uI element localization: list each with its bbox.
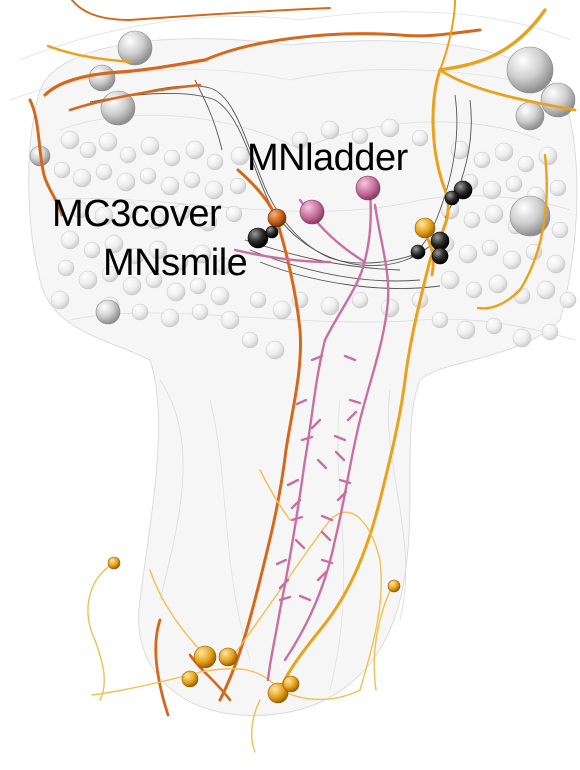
mc3cover-soma — [267, 208, 287, 228]
light-gold-branches — [87, 469, 394, 753]
label-mnsmile: MNsmile — [103, 242, 248, 284]
gold-somas — [107, 217, 436, 704]
neuropil-mesh — [9, 11, 578, 716]
mnladder-soma — [299, 175, 381, 225]
mnladder-neuron — [233, 188, 390, 682]
label-mc3cover: MC3cover — [52, 193, 222, 235]
mnsmile-somas — [247, 180, 473, 265]
label-mnladder: MNladder — [247, 137, 408, 179]
gold-neuron — [46, 0, 577, 697]
large-cell-body-spheres — [29, 30, 576, 325]
mc3cover-neuron — [28, 0, 482, 717]
